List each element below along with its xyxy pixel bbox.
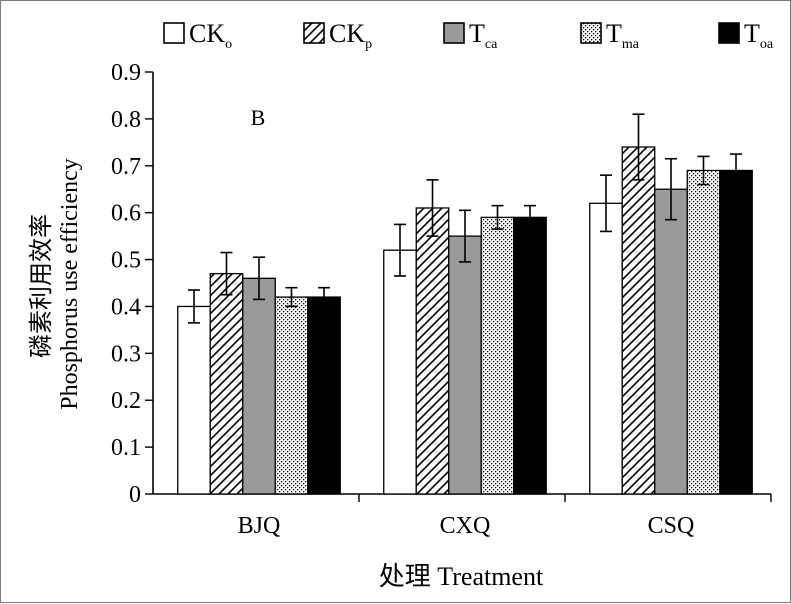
legend-swatch (303, 22, 325, 44)
bar (415, 207, 450, 495)
x-tick-label: BJQ (238, 513, 281, 539)
y-tick-label: 0 (129, 482, 141, 508)
axes: 0 0.1 0.2 0.3 0.4 0.5 0.6 0.7 0.8 0.9 BJQ CXQ CSQ (111, 60, 772, 539)
bar (686, 169, 721, 495)
legend-label-subscript: ma (622, 37, 640, 52)
panel-label: B (251, 105, 266, 130)
legend-swatch (443, 22, 465, 44)
legend-swatch (580, 22, 602, 44)
x-axis-label: 处理 Treatment (379, 562, 544, 591)
legend: CKo CKp Tca Tma Toa (163, 19, 774, 52)
legend-label: Tma (606, 19, 640, 52)
legend-label: CKo (189, 19, 232, 52)
bar (177, 305, 211, 495)
bar (209, 272, 244, 495)
y-tick-label: 0.2 (111, 388, 141, 414)
bar (719, 169, 753, 495)
y-axis-label-en: Phosphorus use efficiency (57, 158, 83, 410)
legend-label-subscript: oa (760, 37, 774, 52)
bar (274, 296, 309, 495)
bar (307, 296, 341, 495)
legend-label: CKp (329, 19, 372, 52)
y-tick-label: 0.1 (111, 435, 141, 461)
y-tick-label: 0.7 (111, 154, 141, 180)
legend-label: Tca (469, 19, 498, 52)
bar (448, 235, 482, 495)
bar (480, 216, 515, 495)
bar (621, 146, 656, 495)
y-tick-label: 0.3 (111, 341, 141, 367)
y-tick-label: 0.9 (111, 60, 141, 86)
legend-label-subscript: p (365, 37, 372, 52)
y-tick-label: 0.8 (111, 107, 141, 133)
legend-label-subscript: o (225, 37, 232, 52)
legend-label-subscript: ca (485, 37, 498, 52)
y-tick-label: 0.6 (111, 201, 141, 227)
y-axis-label-cn: 磷素利用效率 (28, 214, 55, 358)
bar (513, 216, 547, 495)
bar (383, 249, 417, 495)
y-tick-label: 0.4 (111, 294, 141, 320)
bar (654, 188, 688, 495)
legend-label: Toa (744, 19, 774, 52)
legend-swatch (718, 22, 740, 44)
bar (589, 202, 623, 495)
x-tick-label: CXQ (440, 513, 491, 539)
bar (242, 277, 276, 495)
legend-swatch (163, 22, 185, 44)
bars (177, 113, 753, 495)
y-tick-label: 0.5 (111, 248, 141, 274)
x-tick-label: CSQ (648, 513, 695, 539)
